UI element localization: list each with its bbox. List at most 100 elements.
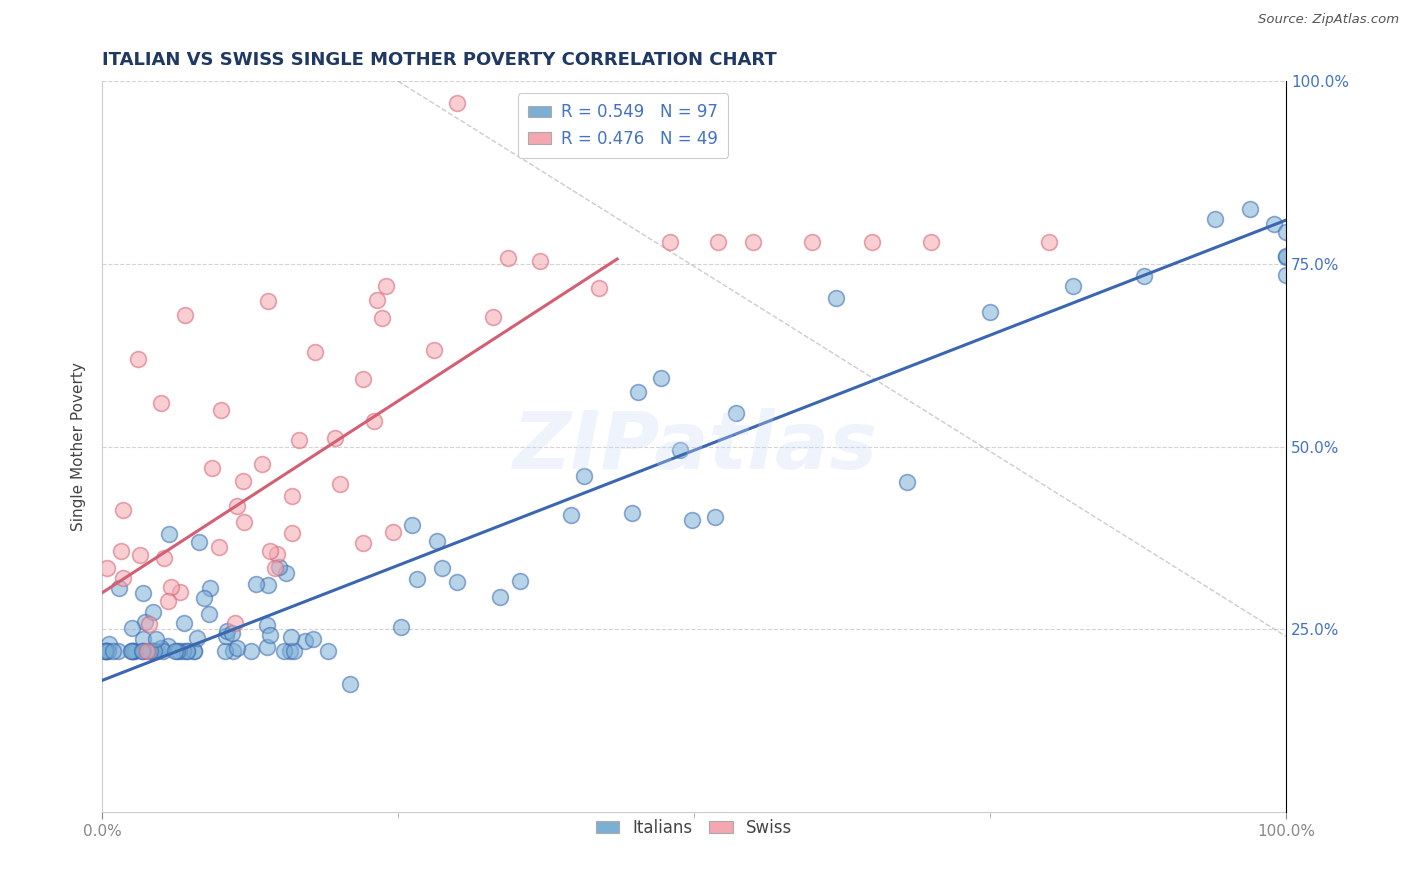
Point (183, 644, 205, 658)
Point (257, 577, 280, 591)
Point (517, 96, 540, 111)
Point (560, 508, 582, 522)
Point (979, 305, 1001, 319)
Point (302, 632, 325, 646)
Point (509, 574, 531, 589)
Point (224, 616, 246, 631)
Point (167, 644, 190, 658)
Point (94, 644, 117, 658)
Point (245, 576, 267, 591)
Point (588, 281, 610, 295)
Text: ITALIAN VS SWISS SINGLE MOTHER POVERTY CORRELATION CHART: ITALIAN VS SWISS SINGLE MOTHER POVERTY C… (103, 51, 778, 69)
Point (127, 351, 149, 366)
Point (259, 544, 281, 558)
Point (157, 527, 180, 541)
Point (273, 644, 295, 658)
Point (157, 640, 180, 654)
Point (1038, 235, 1060, 249)
Point (288, 433, 311, 447)
Point (166, 644, 188, 658)
Point (283, 644, 305, 658)
Point (142, 644, 165, 658)
Point (650, 370, 672, 384)
Point (94, 644, 117, 658)
Point (371, 311, 394, 326)
Point (172, 644, 194, 658)
Point (94, 644, 117, 658)
Point (110, 544, 132, 558)
Point (801, 235, 824, 249)
Point (647, 96, 669, 111)
Point (446, 575, 468, 590)
Point (139, 644, 162, 658)
Point (920, 235, 942, 249)
Point (239, 644, 262, 658)
Point (233, 516, 256, 530)
Point (363, 414, 385, 428)
Point (201, 461, 224, 475)
Point (142, 644, 165, 658)
Point (896, 475, 918, 490)
Point (259, 628, 281, 642)
Point (141, 644, 163, 658)
Point (214, 628, 236, 642)
Point (626, 384, 648, 399)
Point (294, 634, 316, 648)
Point (107, 644, 129, 658)
Point (97, 644, 120, 658)
Point (574, 468, 596, 483)
Point (496, 252, 519, 266)
Point (97, 636, 120, 650)
Point (103, 644, 125, 658)
Point (120, 644, 142, 658)
Point (135, 644, 157, 658)
Point (193, 591, 215, 606)
Point (264, 561, 287, 575)
Point (352, 372, 374, 386)
Point (132, 632, 155, 646)
Point (366, 293, 388, 307)
Point (426, 533, 449, 548)
Point (145, 632, 167, 647)
Point (329, 476, 352, 491)
Point (188, 535, 211, 549)
Point (131, 644, 153, 658)
Point (825, 291, 848, 305)
Point (174, 308, 197, 322)
Point (280, 525, 302, 540)
Point (725, 406, 748, 420)
Point (197, 607, 219, 621)
Point (1275, 249, 1298, 263)
Point (304, 344, 326, 359)
Point (668, 442, 690, 457)
Point (176, 644, 198, 658)
Point (111, 503, 134, 517)
Point (482, 310, 505, 324)
Point (1275, 225, 1298, 239)
Point (222, 644, 245, 658)
Point (226, 499, 249, 513)
Point (1204, 211, 1226, 226)
Point (128, 548, 150, 562)
Point (169, 585, 191, 599)
Point (142, 644, 165, 658)
Point (600, 96, 623, 111)
Point (742, 235, 765, 249)
Point (352, 536, 374, 550)
Point (152, 550, 174, 565)
Point (108, 582, 131, 596)
Point (274, 566, 297, 580)
Point (149, 641, 172, 656)
Point (124, 644, 146, 658)
Point (121, 644, 143, 658)
Point (226, 640, 249, 655)
Point (208, 540, 231, 554)
Point (152, 644, 174, 658)
Point (266, 547, 288, 561)
Point (446, 96, 468, 111)
Point (382, 525, 405, 540)
Point (256, 640, 278, 654)
Point (860, 235, 883, 249)
Point (121, 621, 143, 635)
Point (217, 624, 239, 638)
